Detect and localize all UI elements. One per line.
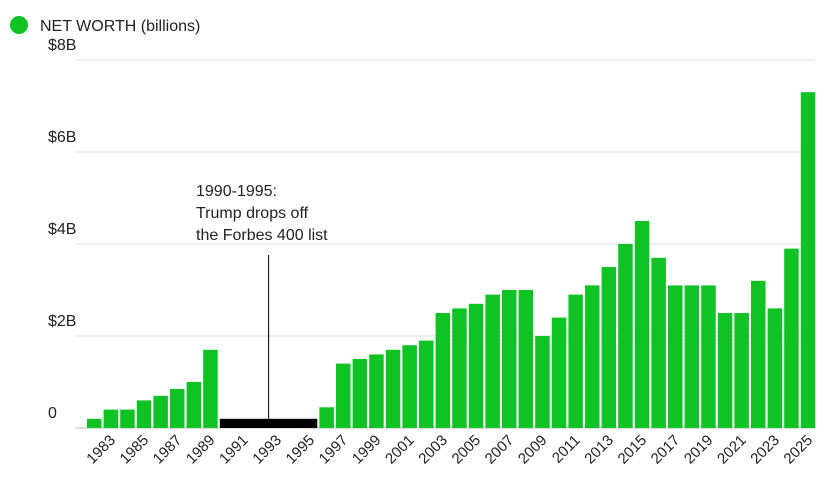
bar-1989: [203, 349, 218, 428]
bar-2024: [784, 248, 799, 428]
bar-1986: [153, 395, 168, 428]
y-tick-label: $4B: [48, 221, 76, 238]
y-tick-label: $6B: [48, 129, 76, 146]
bar-1983: [103, 409, 119, 428]
bar-2013: [601, 267, 617, 428]
x-tick-label: 2013: [581, 432, 617, 468]
bar-2010: [551, 317, 567, 428]
bar-2021: [734, 313, 749, 428]
y-tick-label: $2B: [48, 313, 76, 330]
bar-1999: [369, 354, 384, 428]
x-tick-label: 1987: [150, 432, 186, 468]
x-tick-label: 2023: [747, 432, 783, 468]
annotation-text: Trump drops off: [196, 205, 309, 222]
x-tick-label: 2009: [515, 432, 551, 468]
bar-1996: [319, 407, 334, 428]
bar-2015: [634, 221, 650, 428]
bar-2011: [568, 294, 583, 428]
x-tick-label: 1989: [183, 432, 219, 468]
x-tick-label: 2021: [714, 432, 750, 468]
annotation-text: the Forbes 400 list: [196, 227, 328, 244]
y-tick-label: 0: [48, 405, 57, 422]
x-tick-label: 2015: [615, 432, 651, 468]
x-tick-label: 1991: [216, 432, 252, 468]
x-tick-label: 1995: [283, 432, 319, 468]
x-tick-label: 2025: [781, 432, 817, 468]
x-tick-label: 1985: [117, 432, 153, 468]
bar-1998: [352, 359, 368, 428]
legend-swatch: [10, 16, 28, 34]
bar-2025: [800, 92, 816, 428]
x-tick-label: 2003: [415, 432, 451, 468]
bar-2008: [518, 290, 534, 428]
x-tick-label: 2005: [449, 432, 485, 468]
bar-2014: [618, 244, 633, 428]
bar-2002: [419, 340, 434, 428]
x-tick-label: 1993: [249, 432, 285, 468]
x-tick-label: 2007: [482, 432, 518, 468]
bar-1997: [336, 363, 351, 428]
bar-2007: [502, 290, 517, 428]
bar-2005: [468, 303, 484, 428]
legend-label: NET WORTH (billions): [40, 18, 200, 35]
bar-2018: [684, 285, 700, 428]
bar-2003: [435, 313, 451, 428]
bar-2017: [668, 285, 683, 428]
bar-2012: [585, 285, 600, 428]
x-tick-label: 2011: [549, 432, 584, 467]
x-tick-label: 2017: [648, 432, 684, 468]
x-tick-label: 1999: [349, 432, 385, 468]
y-tick-label: $8B: [48, 37, 76, 54]
bar-2019: [701, 285, 716, 428]
bar-1988: [186, 382, 202, 428]
bar-2004: [452, 308, 467, 428]
annotation-text: 1990-1995:: [196, 183, 277, 200]
bar-2001: [402, 345, 417, 428]
x-tick-label: 1997: [316, 432, 352, 468]
x-tick-label: 2001: [382, 432, 418, 468]
bar-2022: [751, 280, 766, 428]
bar-2000: [385, 349, 401, 428]
x-tick-label: 1983: [83, 432, 119, 468]
bar-2020: [717, 313, 733, 428]
bar-1984: [120, 409, 135, 428]
bar-2016: [651, 257, 666, 428]
gap-bar-1990-1995: [219, 418, 318, 428]
bar-2023: [767, 308, 783, 428]
x-tick-label: 2019: [681, 432, 717, 468]
bar-2009: [535, 336, 550, 428]
bar-1987: [170, 388, 185, 428]
bar-1985: [136, 400, 152, 428]
bar-1982: [87, 418, 102, 428]
bar-2006: [485, 294, 500, 428]
